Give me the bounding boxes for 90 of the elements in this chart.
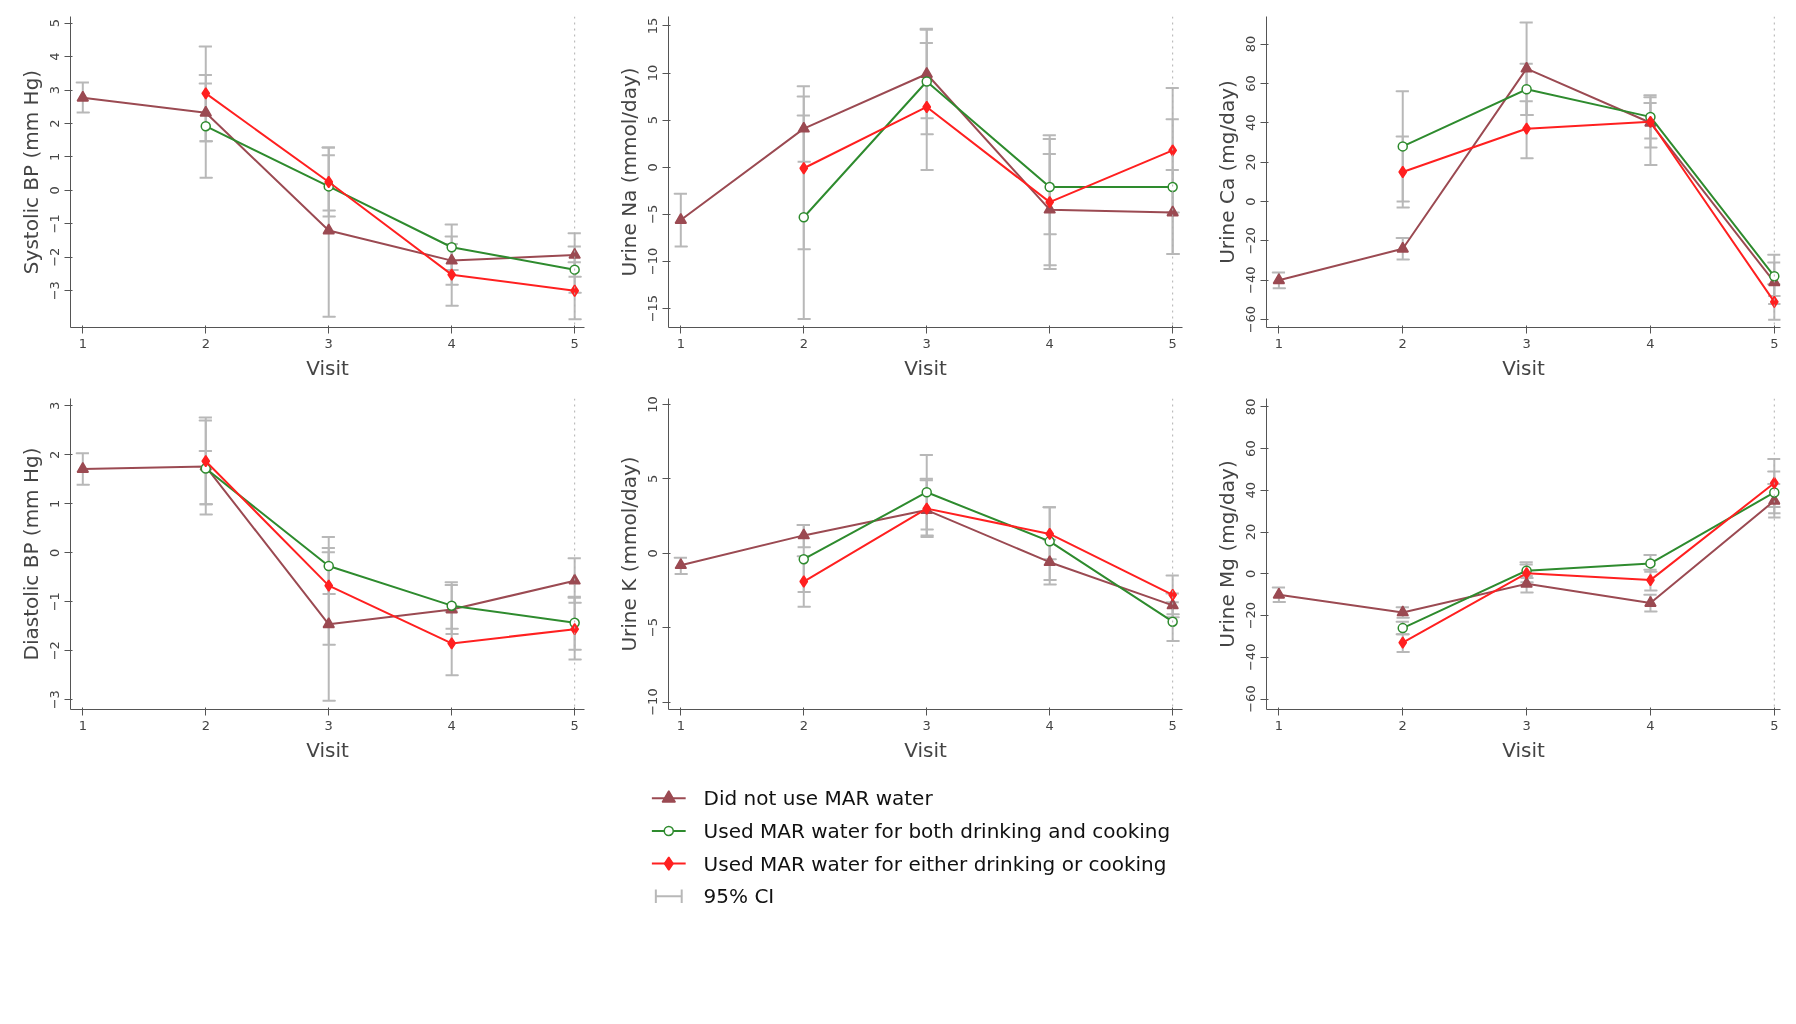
y-tick-label: −3	[47, 690, 63, 710]
y-tick-label: −3	[47, 281, 63, 301]
x-tick-label: 2	[799, 335, 808, 351]
y-tick-label: −1	[47, 592, 63, 612]
x-axis-title: Visit	[1502, 355, 1545, 380]
y-tick-label: −10	[645, 247, 661, 276]
legend-label: Did not use MAR water	[703, 786, 934, 811]
x-tick-label: 5	[1168, 717, 1177, 733]
x-tick-label: 5	[570, 335, 579, 351]
y-tick-label: 0	[1243, 569, 1259, 578]
y-tick-label: 1	[47, 152, 63, 162]
x-tick-label: 5	[1770, 717, 1779, 733]
x-tick-label: 1	[78, 335, 87, 351]
y-tick-label: 20	[1243, 153, 1259, 171]
text: 95% CI	[703, 884, 775, 909]
y-tick-label: 5	[645, 116, 661, 125]
y-tick-label: 0	[1243, 197, 1259, 206]
x-tick-label: 5	[1168, 335, 1177, 351]
y-tick-label: 3	[47, 85, 63, 95]
x-tick-label: 4	[1646, 717, 1655, 733]
y-tick-label: 10	[645, 396, 661, 413]
y-tick-label: 0	[645, 549, 661, 558]
y-tick-label: −2	[47, 247, 63, 267]
y-tick-label: −2	[47, 641, 63, 661]
y-tick-label: −15	[645, 294, 661, 323]
y-tick-label: −5	[645, 618, 661, 638]
x-tick-label: 3	[922, 717, 931, 733]
y-axis-title: Urine Mg (mg/day)	[1214, 460, 1239, 648]
y-tick-label: 20	[1243, 523, 1259, 541]
y-tick-label: 10	[645, 64, 661, 82]
x-axis-title: Visit	[904, 737, 947, 762]
x-tick-label: 3	[324, 717, 333, 733]
y-axis-title: Urine Ca (mg/day)	[1214, 80, 1239, 264]
y-axis-title: Systolic BP (mm Hg)	[18, 69, 43, 275]
y-tick-label: 40	[1243, 482, 1259, 499]
y-tick-label: 5	[47, 19, 63, 28]
x-tick-label: 3	[922, 335, 931, 351]
x-tick-label: 5	[570, 717, 579, 733]
x-tick-label: 1	[1274, 335, 1284, 351]
y-tick-label: 0	[47, 548, 63, 557]
y-tick-label: 0	[47, 186, 63, 195]
x-tick-label: 4	[1045, 717, 1054, 733]
y-axis-title: Urine K (mmol/day)	[616, 456, 641, 652]
x-tick-label: 4	[1646, 335, 1655, 351]
y-tick-label: 80	[1243, 398, 1259, 416]
y-tick-label: −20	[1243, 227, 1259, 255]
y-tick-label: 5	[645, 474, 661, 483]
x-tick-label: 2	[1398, 717, 1407, 733]
x-tick-label: 2	[201, 717, 210, 733]
y-tick-label: −40	[1243, 266, 1259, 294]
y-tick-label: −60	[1243, 685, 1259, 713]
x-tick-label: 4	[447, 717, 456, 733]
x-tick-label: 1	[1274, 717, 1284, 733]
x-tick-label: 4	[1045, 335, 1054, 351]
y-tick-label: 1	[47, 499, 63, 508]
x-tick-label: 4	[447, 335, 456, 351]
y-tick-label: −10	[645, 688, 661, 716]
x-tick-label: 2	[201, 335, 210, 351]
x-tick-label: 5	[1770, 335, 1779, 351]
y-tick-label: −1	[47, 214, 63, 234]
y-tick-label: −40	[1243, 643, 1259, 672]
x-tick-label: 2	[799, 717, 808, 733]
x-axis-title: Visit	[306, 355, 349, 380]
x-tick-label: 3	[1522, 717, 1531, 733]
y-axis-title: Urine Na (mmol/day)	[616, 67, 641, 277]
x-axis-title: Visit	[904, 355, 947, 380]
x-tick-label: 3	[324, 335, 333, 351]
y-tick-label: −5	[645, 204, 661, 224]
y-tick-label: 15	[645, 17, 661, 35]
y-tick-label: 2	[47, 450, 63, 459]
y-tick-label: 0	[645, 163, 661, 172]
y-tick-label: −20	[1243, 601, 1259, 630]
x-tick-label: 3	[1522, 335, 1531, 351]
y-tick-label: 4	[47, 52, 63, 61]
x-tick-label: 2	[1398, 335, 1407, 351]
y-tick-label: 2	[47, 119, 63, 128]
x-tick-label: 1	[676, 335, 685, 351]
y-axis-title: Diastolic BP (mm Hg)	[18, 447, 43, 661]
legend-label: Used MAR water for both drinking and cooking	[703, 818, 1171, 843]
x-axis-title: Visit	[1502, 737, 1545, 762]
y-tick-label: 3	[47, 401, 63, 410]
legend-label: Used MAR water for either drinking or cooking	[703, 851, 1167, 876]
y-tick-label: 60	[1243, 75, 1259, 92]
y-tick-label: −60	[1243, 305, 1259, 334]
y-tick-label: 80	[1243, 35, 1259, 53]
x-tick-label: 1	[676, 717, 685, 733]
y-tick-label: 60	[1243, 440, 1259, 457]
x-axis-title: Visit	[306, 737, 349, 762]
x-tick-label: 1	[78, 717, 87, 733]
y-tick-label: 40	[1243, 114, 1259, 132]
